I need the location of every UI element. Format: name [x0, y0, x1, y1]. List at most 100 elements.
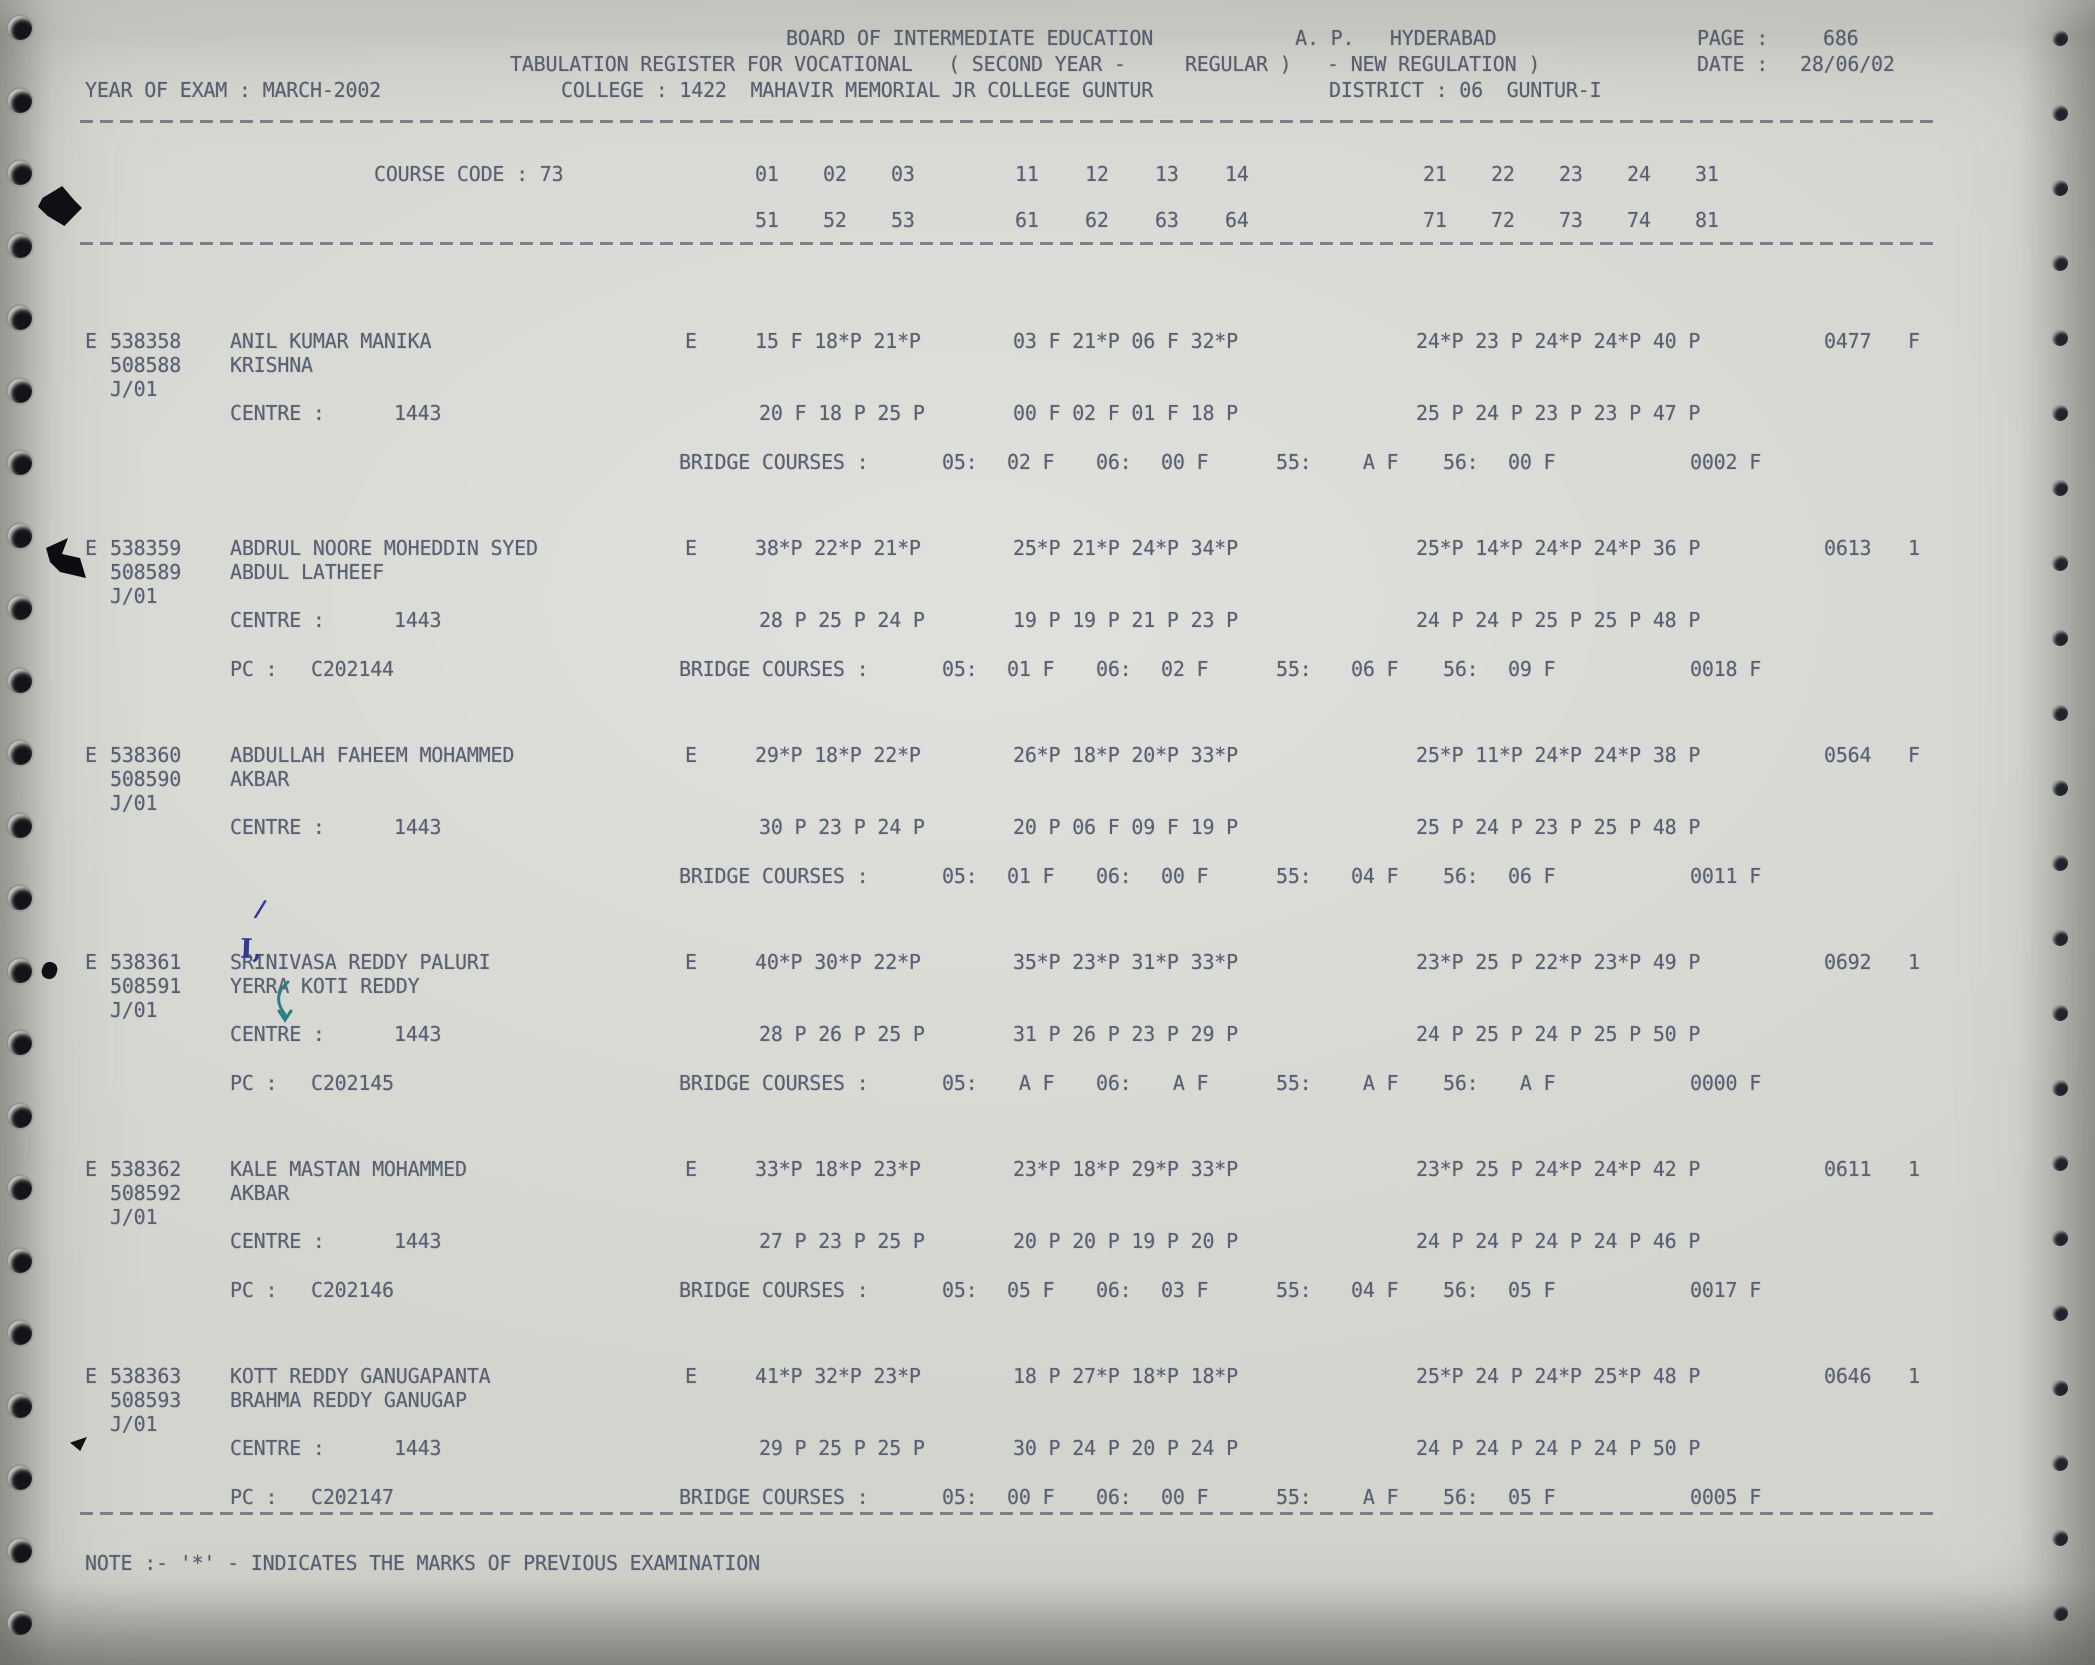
student-record: E 538360 ABDULLAH FAHEEM MOHAMMED E 29*P… [0, 744, 2095, 951]
centre-code: 1443 [394, 1022, 442, 1046]
course-code-label: COURSE CODE : 73 [374, 162, 564, 186]
sprocket-dot [2052, 1155, 2068, 1171]
subject-code: 02 [823, 162, 847, 186]
appearance-code: J/01 [110, 377, 158, 401]
marks-part2-group1: 28 P 26 P 25 P [759, 1022, 925, 1046]
student-name: ABDRUL NOORE MOHEDDIN SYED [230, 536, 538, 560]
marks-part2-group2: 31 P 26 P 23 P 29 P [1013, 1022, 1238, 1046]
punch-hole [8, 1103, 32, 1128]
bridge-56-label: 56: [1443, 864, 1479, 888]
subject-code: 63 [1155, 208, 1179, 232]
bridge-55-label: 55: [1276, 864, 1312, 888]
registration-number: 538359 [110, 536, 182, 560]
result-flag: F [1908, 743, 1920, 767]
bridge-courses-label: BRIDGE COURSES : [679, 1071, 869, 1095]
centre-label: CENTRE : [230, 608, 325, 632]
sprocket-dot [2052, 255, 2068, 271]
appearance-code: J/01 [110, 1205, 158, 1229]
bridge-56-marks: 06 F [1508, 864, 1556, 888]
dashed-separator [80, 1512, 1940, 1515]
pc-number: C202144 [311, 657, 394, 681]
result-flag: 1 [1908, 536, 1920, 560]
punch-hole [8, 1466, 32, 1490]
bridge-06-label: 06: [1096, 864, 1132, 888]
centre-code: 1443 [394, 815, 442, 839]
marks-part1-group2: 26*P 18*P 20*P 33*P [1013, 743, 1238, 767]
subject-code: 21 [1423, 162, 1447, 186]
sprocket-dot [2052, 555, 2068, 571]
subject-code: 03 [891, 162, 915, 186]
father-name: KRISHNA [230, 353, 313, 377]
bridge-05-marks: A F [1007, 1071, 1055, 1095]
bridge-56-label: 56: [1443, 1485, 1479, 1509]
handwritten-arrow-mark [268, 980, 302, 1030]
subject-code: 53 [891, 208, 915, 232]
bridge-55-label: 55: [1276, 1278, 1312, 1302]
sprocket-dot [2052, 1005, 2068, 1021]
total-marks: 0692 [1824, 950, 1872, 974]
student-name: ABDULLAH FAHEEM MOHAMMED [230, 743, 515, 767]
punch-hole [8, 523, 32, 548]
bridge-06-label: 06: [1096, 1278, 1132, 1302]
punch-hole [8, 378, 32, 403]
bridge-total: 0005 F [1690, 1485, 1762, 1509]
appearance-code: J/01 [110, 1412, 158, 1436]
marks-part2-group3: 24 P 24 P 25 P 25 P 48 P [1416, 608, 1701, 632]
sprocket-dot [2052, 1080, 2068, 1096]
result-flag: 1 [1908, 950, 1920, 974]
student-record: E 538363 KOTT REDDY GANUGAPANTA E 41*P 3… [0, 1365, 2095, 1572]
subject-code: 71 [1423, 208, 1447, 232]
subject-code: 74 [1627, 208, 1651, 232]
bridge-55-label: 55: [1276, 657, 1312, 681]
father-name: AKBAR [230, 767, 290, 791]
total-marks: 0477 [1824, 329, 1872, 353]
district-line: DISTRICT : 06 GUNTUR-I [1329, 78, 1602, 102]
punch-hole [8, 161, 32, 185]
date-value: 28/06/02 [1800, 52, 1895, 76]
bridge-56-label: 56: [1443, 1071, 1479, 1095]
bridge-55-marks: A F [1351, 1485, 1399, 1509]
centre-label: CENTRE : [230, 1229, 325, 1253]
marks-part2-group1: 28 P 25 P 24 P [759, 608, 925, 632]
marks-part1-group2: 23*P 18*P 29*P 33*P [1013, 1157, 1238, 1181]
marks-part2-group2: 20 P 06 F 09 F 19 P [1013, 815, 1238, 839]
centre-label: CENTRE : [230, 401, 325, 425]
bridge-06-label: 06: [1096, 1485, 1132, 1509]
centre-code: 1443 [394, 401, 442, 425]
medium-flag: E [685, 536, 697, 560]
marks-part2-group1: 20 F 18 P 25 P [759, 401, 925, 425]
result-flag: 1 [1908, 1364, 1920, 1388]
record-serial-flag: E [85, 329, 97, 353]
bridge-05-marks: 01 F [1007, 864, 1055, 888]
bridge-courses-label: BRIDGE COURSES : [679, 1485, 869, 1509]
marks-part2-group2: 30 P 24 P 20 P 24 P [1013, 1436, 1238, 1460]
sprocket-dot [2052, 330, 2068, 346]
punch-hole [8, 1538, 32, 1563]
subject-code: 51 [755, 208, 779, 232]
punch-hole [8, 1176, 32, 1200]
sprocket-dot [2052, 30, 2068, 46]
bridge-06-marks: 00 F [1161, 450, 1209, 474]
punch-hole [8, 1611, 32, 1635]
marks-part2-group2: 19 P 19 P 21 P 23 P [1013, 608, 1238, 632]
sprocket-dot [2052, 705, 2068, 721]
bridge-55-label: 55: [1276, 1071, 1312, 1095]
bridge-06-label: 06: [1096, 1071, 1132, 1095]
bridge-55-marks: A F [1351, 450, 1399, 474]
student-record: E 538358 ANIL KUMAR MANIKA E 15 F 18*P 2… [0, 330, 2095, 537]
pc-label: PC : [230, 657, 278, 681]
marks-part1-group1: 29*P 18*P 22*P [755, 743, 921, 767]
pc-label: PC : [230, 1485, 278, 1509]
medium-flag: E [685, 1364, 697, 1388]
bridge-55-label: 55: [1276, 450, 1312, 474]
marks-part1-group3: 24*P 23 P 24*P 24*P 40 P [1416, 329, 1701, 353]
student-record: E 538361 SRINIVASA REDDY PALURI E 40*P 3… [0, 951, 2095, 1158]
marks-part1-group1: 40*P 30*P 22*P [755, 950, 921, 974]
marks-part2-group1: 29 P 25 P 25 P [759, 1436, 925, 1460]
bridge-06-marks: 00 F [1161, 1485, 1209, 1509]
bridge-05-label: 05: [942, 450, 978, 474]
sprocket-dot [2052, 1605, 2068, 1621]
marks-part2-group3: 24 P 24 P 24 P 24 P 46 P [1416, 1229, 1701, 1253]
father-name: YERRA KOTI REDDY [230, 974, 420, 998]
marks-part1-group1: 33*P 18*P 23*P [755, 1157, 921, 1181]
